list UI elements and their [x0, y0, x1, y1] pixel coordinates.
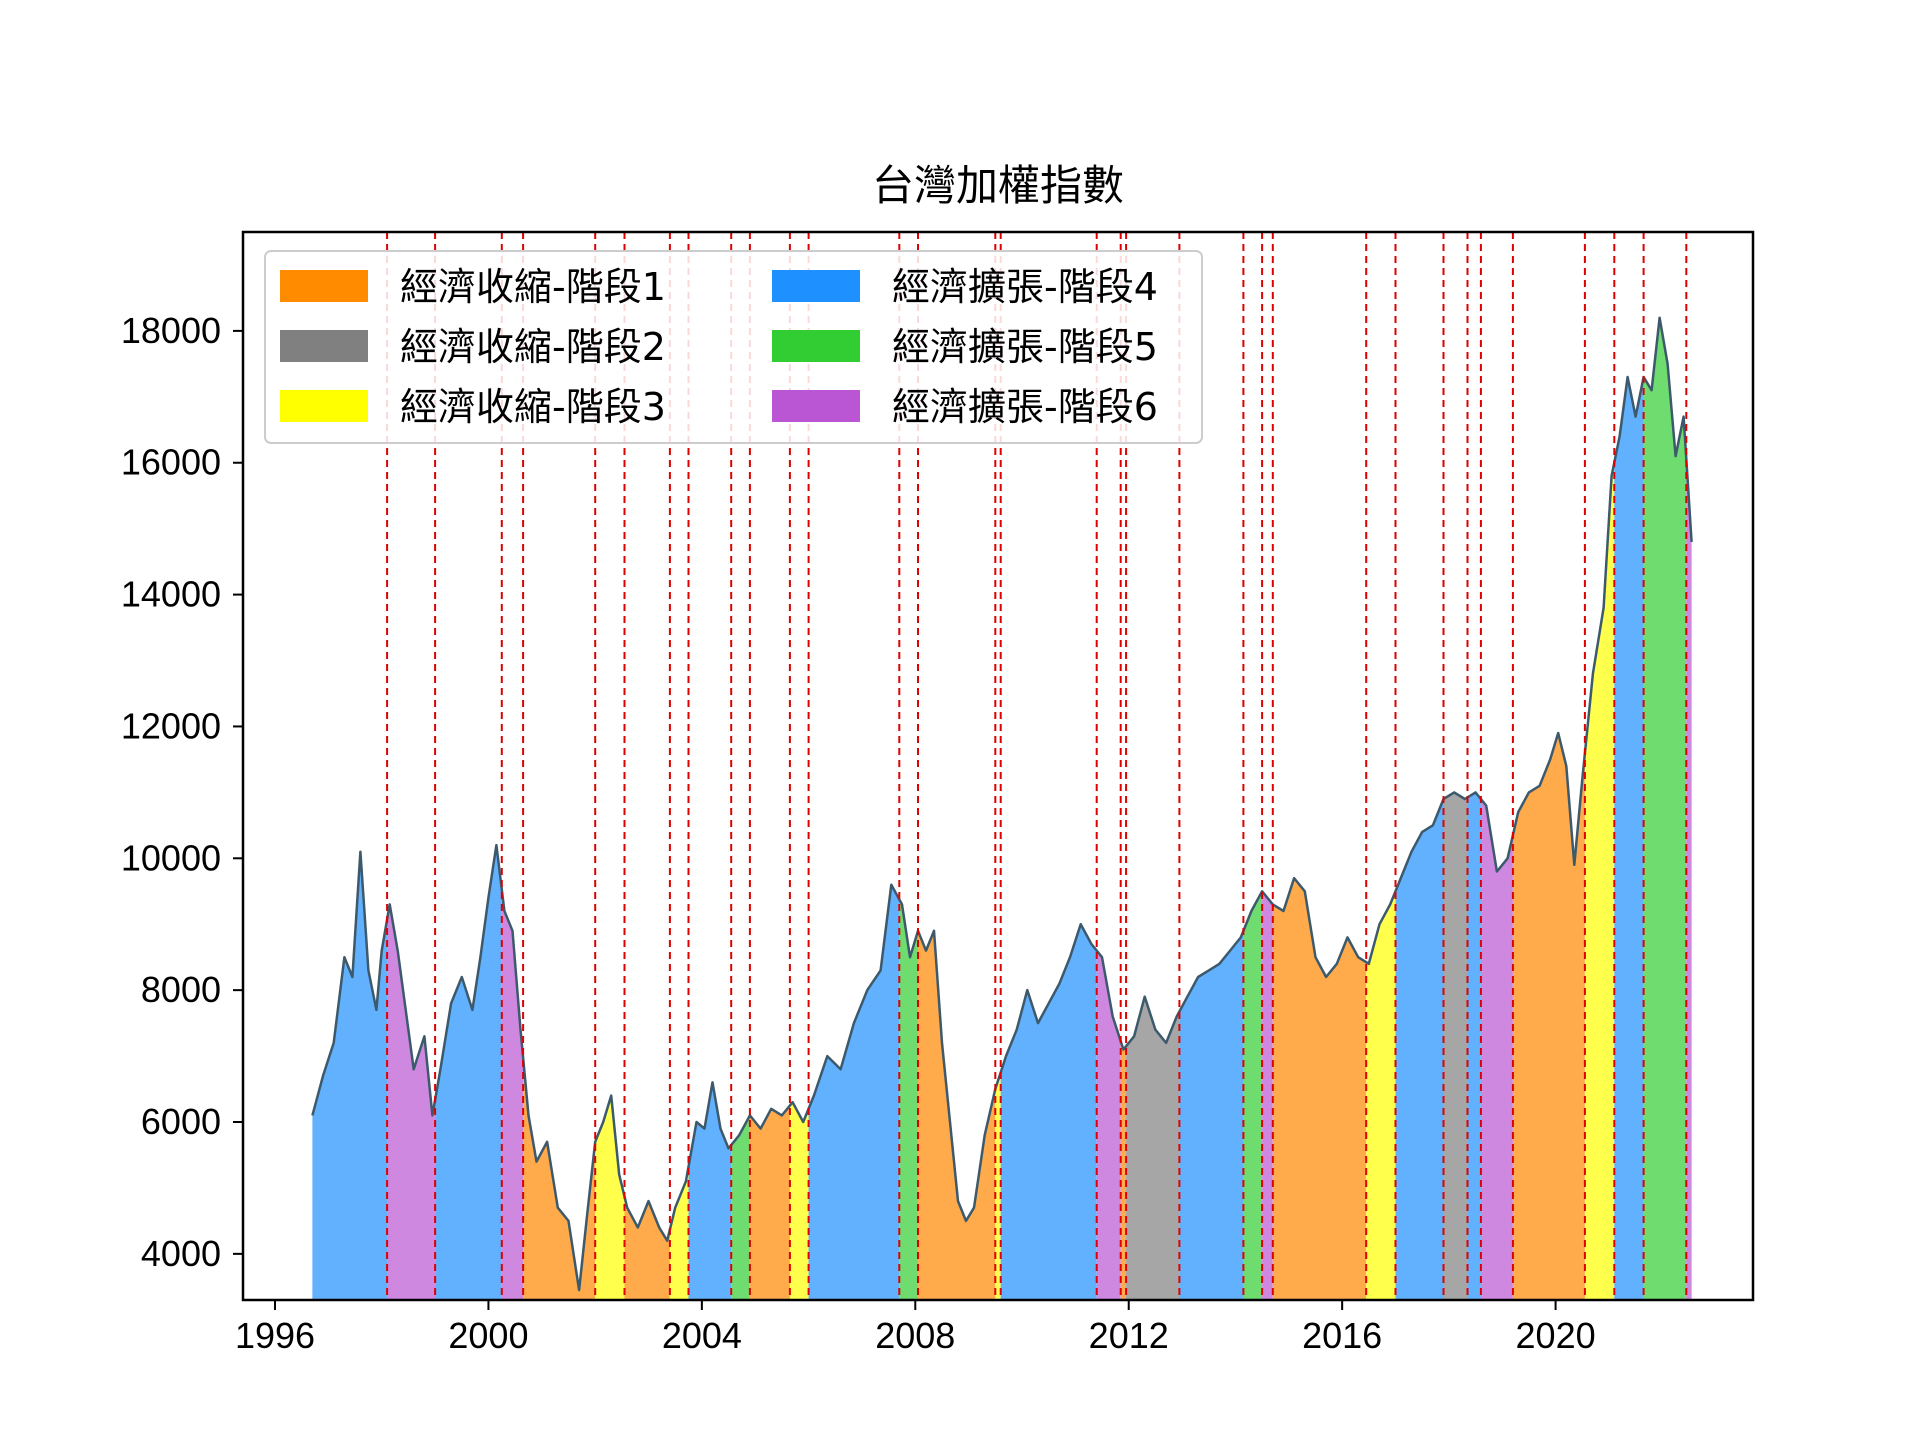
- area-segment-e4-12: [808, 884, 900, 1300]
- x-tick-label-2016: 2016: [1302, 1315, 1382, 1356]
- area-segment-c1-29: [1512, 733, 1585, 1300]
- area-segment-c3-5: [595, 1095, 625, 1300]
- area-segment-e5-9: [731, 1115, 750, 1300]
- x-tick-label-2020: 2020: [1516, 1315, 1596, 1356]
- area-segment-e4-31: [1614, 377, 1644, 1300]
- area-segment-c1-14: [917, 930, 996, 1300]
- area-segment-e4-8: [688, 1082, 732, 1300]
- area-segment-c1-23: [1272, 878, 1367, 1300]
- x-axis: 1996 2000 2004 2008 2012 2016 2020: [235, 1300, 1596, 1356]
- y-tick-label-16000: 16000: [121, 442, 221, 483]
- area-segment-e4-0: [312, 851, 388, 1300]
- y-tick-label-8000: 8000: [141, 969, 221, 1010]
- legend-label-c1: 經濟收縮-階段1: [400, 265, 666, 309]
- x-tick-label-2008: 2008: [875, 1315, 955, 1356]
- area-segment-e5-21: [1243, 891, 1263, 1300]
- area-segment-e6-3: [501, 889, 524, 1300]
- area-segment-e4-27: [1467, 792, 1481, 1300]
- area-segment-e6-28: [1480, 799, 1513, 1300]
- area-segment-e6-22: [1262, 891, 1273, 1300]
- plot-area: [311, 232, 1693, 1300]
- plot-frame: [241, 230, 1755, 1302]
- area-segment-c3-24: [1366, 891, 1396, 1300]
- area-segment-e4-20: [1179, 930, 1244, 1300]
- area-segment-e4-25: [1395, 799, 1444, 1300]
- x-tick-label-2012: 2012: [1089, 1315, 1169, 1356]
- x-tick-label-2004: 2004: [662, 1315, 742, 1356]
- area-segment-c3-7: [669, 1166, 689, 1300]
- area-segment-e6-33: [1686, 458, 1692, 1300]
- y-tick-label-4000: 4000: [141, 1233, 221, 1274]
- y-tick-label-18000: 18000: [121, 310, 221, 351]
- legend-label-e6: 經濟擴張-階段6: [892, 385, 1158, 429]
- y-axis: 4000 6000 8000 10000 12000 14000 16000 18000: [121, 310, 243, 1274]
- legend-swatch-c2: [280, 330, 368, 362]
- y-tick-label-10000: 10000: [121, 837, 221, 878]
- area-segment-e5-13: [899, 899, 918, 1300]
- area-segment-c3-11: [789, 1102, 809, 1300]
- area-segment-c1-6: [624, 1196, 670, 1300]
- area-segment-e6-1: [387, 904, 436, 1300]
- legend: 經濟收縮-階段1 經濟收縮-階段2 經濟收縮-階段3 經濟擴張-階段4 經濟擴張-階段5…: [264, 250, 1203, 444]
- legend-swatch-e5: [772, 330, 860, 362]
- legend-swatch-e4: [772, 270, 860, 302]
- area-segment-c1-18: [1120, 1041, 1127, 1300]
- area-segment-e6-17: [1096, 950, 1121, 1300]
- area-segment-c3-30: [1584, 462, 1615, 1300]
- area-segment-c1-4: [523, 1058, 596, 1300]
- area-segment-c2-26: [1443, 792, 1468, 1300]
- legend-label-c2: 經濟收縮-階段2: [400, 325, 666, 369]
- legend-label-c3: 經濟收縮-階段3: [400, 385, 666, 429]
- y-tick-label-12000: 12000: [121, 705, 221, 746]
- legend-swatch-c3: [280, 390, 368, 422]
- area-segment-c3-15: [995, 1072, 1001, 1300]
- area-segment-e4-16: [1000, 924, 1097, 1300]
- area-segment-c1-10: [749, 1105, 790, 1300]
- legend-label-e4: 經濟擴張-階段4: [892, 265, 1158, 309]
- area-segment-e4-2: [435, 845, 502, 1300]
- x-tick-label-2000: 2000: [448, 1315, 528, 1356]
- y-tick-label-6000: 6000: [141, 1101, 221, 1142]
- legend-swatch-c1: [280, 270, 368, 302]
- legend-swatch-e6: [772, 390, 860, 422]
- area-segment-c2-19: [1126, 996, 1180, 1300]
- index-line: [311, 316, 1693, 1292]
- legend-frame: [264, 250, 1203, 444]
- area-segment-e5-32: [1643, 317, 1687, 1300]
- legend-label-e5: 經濟擴張-階段5: [892, 325, 1158, 369]
- x-tick-label-1996: 1996: [235, 1315, 315, 1356]
- y-tick-label-14000: 14000: [121, 574, 221, 615]
- chart-title: 台灣加權指數: [872, 161, 1124, 210]
